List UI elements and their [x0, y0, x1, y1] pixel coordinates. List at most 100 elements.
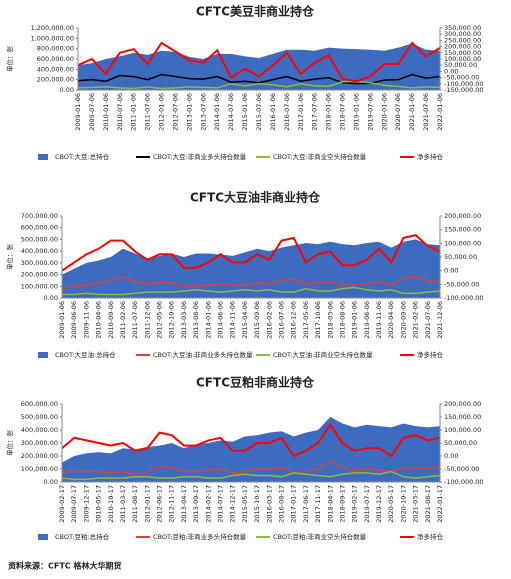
legend-label: 净多持仓: [417, 532, 444, 541]
x-tick-label: 2014-06-06: [217, 301, 225, 339]
y2-tick-label: 150,000.00: [444, 413, 481, 421]
y2-tick-label: 0.00: [444, 67, 458, 75]
x-tick-label: 2009-07-17: [70, 485, 78, 523]
y-tick-label: 300,000.00: [21, 439, 58, 447]
x-tick-label: 2010-07-06: [116, 93, 124, 131]
x-tick-label: 2011-02-06: [119, 301, 127, 339]
line: [77, 80, 441, 90]
y-tick-label: 500,000.00: [21, 235, 58, 243]
x-tick-label: 2017-01-06: [297, 93, 305, 131]
y2-tick-label: 200,000.00: [444, 43, 481, 51]
y-tick-label: 1,000,000.00: [31, 34, 74, 42]
x-tick-label: 2009-07-06: [88, 93, 96, 131]
x-tick-label: 2012-01-17: [143, 485, 151, 523]
x-tick-label: 2014-11-06: [229, 301, 237, 339]
x-tick-label: 2011-01-06: [130, 93, 138, 131]
x-tick-label: 2012-01-06: [158, 93, 166, 131]
legend-label: CBOT:大豆:总持仓: [55, 152, 110, 161]
chart-title: CFTC豆粕非商业持仓: [196, 375, 315, 390]
y2-tick-label: 350,000.00: [444, 24, 481, 32]
x-tick-label: 2010-01-06: [102, 93, 110, 131]
line: [77, 41, 441, 83]
x-tick-label: 2019-12-17: [375, 485, 383, 523]
x-tick-label: 2018-08-06: [338, 301, 346, 339]
x-tick-label: 2013-03-06: [180, 301, 188, 339]
y-tick-label: 0.00: [44, 478, 58, 486]
y2-tick-label: -50,000.00: [444, 74, 479, 82]
x-tick-label: 2014-07-17: [217, 485, 225, 523]
y2-tick-label: 100,000.00: [444, 55, 481, 63]
x-tick-label: 2018-01-06: [325, 93, 333, 131]
x-tick-label: 2013-07-06: [199, 93, 207, 131]
x-tick-label: 2012-11-17: [168, 485, 176, 523]
x-tick-label: 2009-02-17: [58, 485, 66, 523]
x-tick-label: 2018-09-17: [338, 485, 346, 523]
area: [78, 43, 440, 90]
y2-tick-label: 200,000.00: [444, 400, 481, 408]
legend-label: CBOT:豆粕:非商业空头持仓数量: [273, 532, 367, 541]
y2-tick-label: -100,000.00: [444, 294, 484, 302]
legend-label: 净多持仓: [417, 152, 444, 161]
x-tick-label: 2013-04-17: [180, 485, 188, 523]
y-tick-label: 500,000.00: [21, 413, 58, 421]
x-tick-label: 2016-07-06: [277, 301, 285, 339]
legend-label: CBOT:大豆:非商业空头持仓数量: [273, 152, 367, 161]
x-tick-label: 2020-10-17: [399, 485, 407, 523]
x-tick-label: 2012-07-06: [171, 93, 179, 131]
x-tick-label: 2016-01-06: [269, 93, 277, 131]
x-tick-label: 2013-09-17: [192, 485, 200, 523]
y2-tick-label: 0.00: [444, 452, 458, 460]
x-tick-label: 2012-10-06: [168, 301, 176, 339]
y2-tick-label: -100,000.00: [444, 80, 484, 88]
x-tick-label: 2009-12-17: [82, 485, 90, 523]
x-tick-label: 2010-09-06: [107, 301, 115, 339]
legend-label: CBOT:大豆油:非商业空头持仓数量: [273, 350, 373, 359]
y-tick-label: 0.00: [44, 294, 58, 302]
area: [62, 417, 440, 482]
y-tick-label: 800,000.00: [37, 45, 74, 53]
x-tick-label: 2022-01-17: [436, 485, 444, 523]
x-tick-label: 2016-12-06: [290, 301, 298, 339]
x-tick-label: 2021-12-06: [436, 301, 444, 339]
legend-label: CBOT:豆粕:非商业多头持仓数量: [153, 532, 247, 541]
x-tick-label: 2014-01-06: [213, 93, 221, 131]
line: [62, 286, 441, 296]
x-tick-label: 2015-10-17: [253, 485, 261, 523]
x-tick-label: 2017-07-06: [311, 93, 319, 131]
x-tick-label: 2021-07-06: [424, 301, 432, 339]
legend-label: CBOT:大豆油:非商业多头持仓数量: [153, 350, 253, 359]
x-tick-label: 2014-07-06: [227, 93, 235, 131]
x-tick-label: 2018-03-06: [326, 301, 334, 339]
x-tick-label: 2013-08-06: [192, 301, 200, 339]
legend-label: CBOT:大豆:非商业多头持仓数量: [153, 152, 247, 161]
legend-label: CBOT:大豆油:总持仓: [55, 350, 116, 359]
x-tick-label: 2015-05-17: [241, 485, 249, 523]
y-axis-label: 单位：张: [5, 244, 14, 271]
x-tick-label: 2019-07-17: [363, 485, 371, 523]
y2-tick-label: 50,000.00: [444, 439, 477, 447]
x-tick-label: 2020-04-06: [387, 301, 395, 339]
line: [61, 460, 441, 475]
x-tick-label: 2016-03-17: [265, 485, 273, 523]
x-tick-label: 2021-03-17: [412, 485, 420, 523]
line: [61, 276, 441, 290]
legend-label: 净多持仓: [417, 350, 444, 359]
y-axis-label: 单位：张: [5, 46, 14, 73]
y2-tick-label: 100,000.00: [444, 239, 481, 247]
chart-title: CFTC大豆油非商业持仓: [190, 190, 321, 205]
x-tick-label: 2009-01-06: [74, 93, 82, 131]
y2-tick-label: 0.00: [444, 267, 458, 275]
x-tick-label: 2017-01-17: [290, 485, 298, 523]
x-tick-label: 2010-05-17: [95, 485, 103, 523]
y-tick-label: 200,000.00: [21, 452, 58, 460]
x-tick-label: 2012-06-17: [156, 485, 164, 523]
x-tick-label: 2015-04-06: [241, 301, 249, 339]
x-tick-label: 2009-01-06: [58, 301, 66, 339]
x-tick-label: 2020-07-06: [394, 93, 402, 131]
x-tick-label: 2017-06-17: [302, 485, 310, 523]
legend-swatch: [38, 534, 48, 540]
x-tick-label: 2010-10-17: [107, 485, 115, 523]
x-tick-label: 2014-01-06: [204, 301, 212, 339]
